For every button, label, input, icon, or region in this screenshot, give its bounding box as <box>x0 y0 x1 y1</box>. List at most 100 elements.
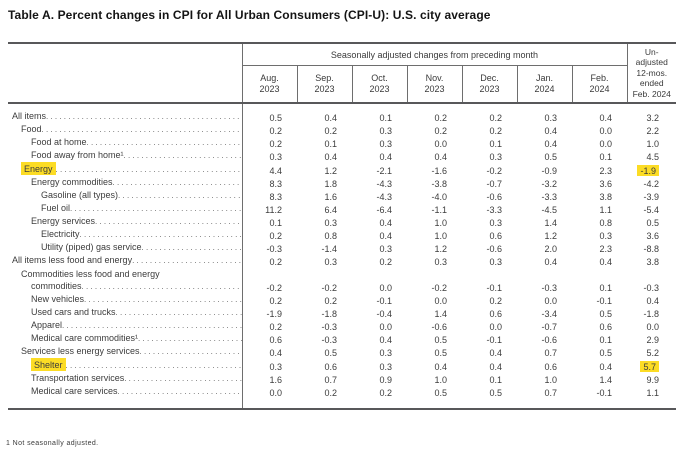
value: 0.0 <box>599 126 612 136</box>
value-highlighted: -1.9 <box>637 165 659 176</box>
value-cell: -0.6 <box>517 332 572 345</box>
value: -1.4 <box>321 244 337 254</box>
value: 0.1 <box>489 139 502 149</box>
leader-dots <box>56 164 241 176</box>
value-cell: 0.4 <box>462 345 517 358</box>
value-cell: 0.5 <box>407 345 462 358</box>
value: -0.3 <box>643 283 659 293</box>
value: 0.0 <box>489 322 502 332</box>
value: 1.2 <box>324 166 337 176</box>
value-cell: 3.2 <box>627 103 676 123</box>
value-cell: 1.4 <box>407 306 462 319</box>
value: 1.1 <box>599 205 612 215</box>
value-cell: 0.9 <box>352 372 407 385</box>
value: -0.1 <box>376 296 392 306</box>
value: 0.3 <box>324 218 337 228</box>
row-label-highlighted: Energy <box>21 162 56 175</box>
value: 0.5 <box>269 113 282 123</box>
value: 0.5 <box>646 218 659 228</box>
value-cell: 5.7 <box>627 358 676 372</box>
value-cell: 1.6 <box>242 372 297 385</box>
value-cell: 4.5 <box>627 149 676 162</box>
value-cell: 11.2 <box>242 202 297 215</box>
value-cell: 0.3 <box>407 254 462 267</box>
value-cell: 1.1 <box>572 202 627 215</box>
row-label-cell: Transportation services <box>8 372 243 385</box>
value: 2.0 <box>544 244 557 254</box>
value-cell: -0.7 <box>462 176 517 189</box>
value: 1.6 <box>324 192 337 202</box>
value: 1.0 <box>434 231 447 241</box>
value-cell: 5.2 <box>627 345 676 358</box>
value: 0.4 <box>544 139 557 149</box>
value: -0.2 <box>431 283 447 293</box>
value: 0.4 <box>324 152 337 162</box>
value: -0.1 <box>486 283 502 293</box>
value: 0.2 <box>324 126 337 136</box>
value: 0.2 <box>379 257 392 267</box>
value-cell: 0.5 <box>407 385 462 409</box>
column-header-unadjusted-12mos: Un- adjusted 12-mos. ended Feb. 2024 <box>626 43 676 103</box>
value: 0.4 <box>599 362 612 372</box>
value-cell: -3.3 <box>517 189 572 202</box>
value-cell: -3.2 <box>517 176 572 189</box>
value-cell: -0.6 <box>462 241 517 254</box>
table-row: Medical care services 0.0 0.2 0.2 0.5 0.5 0.7 -… <box>8 385 676 409</box>
value-cell: -0.3 <box>627 267 676 293</box>
value: 0.2 <box>434 113 447 123</box>
leader-dots <box>113 177 241 189</box>
value: 0.2 <box>489 113 502 123</box>
value-cell: 0.0 <box>352 319 407 332</box>
row-label-cell: All items <box>8 103 243 123</box>
value-highlighted: 5.7 <box>640 361 659 372</box>
value-cell: 0.8 <box>572 215 627 228</box>
value-cell: 0.5 <box>627 215 676 228</box>
value: 0.4 <box>379 152 392 162</box>
value-cell: 0.4 <box>462 358 517 372</box>
value-cell: 0.2 <box>297 385 352 409</box>
value: 0.7 <box>544 348 557 358</box>
value: 3.8 <box>646 257 659 267</box>
value-cell: 0.7 <box>517 385 572 409</box>
value: 0.4 <box>434 152 447 162</box>
table-row: Food 0.2 0.2 0.3 0.2 0.2 0.4 0.0 2.2 <box>8 123 676 136</box>
leader-dots <box>46 111 241 123</box>
row-label: New vehicles <box>31 294 85 304</box>
value: 1.4 <box>599 375 612 385</box>
value-cell: 0.1 <box>462 372 517 385</box>
value-cell: 0.3 <box>572 228 627 241</box>
leader-dots <box>124 373 241 385</box>
value-cell: 0.2 <box>242 319 297 332</box>
column-header-month: Feb. 2024 <box>571 65 627 103</box>
value-cell: 0.4 <box>407 149 462 162</box>
value: 0.3 <box>269 362 282 372</box>
value-cell: -3.9 <box>627 189 676 202</box>
row-label-cell: Energy <box>8 162 243 176</box>
value-cell: 0.4 <box>242 345 297 358</box>
value-cell: 0.3 <box>352 241 407 254</box>
value-cell: -4.3 <box>352 176 407 189</box>
value: -0.6 <box>541 335 557 345</box>
value-cell: -0.9 <box>517 162 572 176</box>
value: -3.4 <box>541 309 557 319</box>
table-row: Food away from home¹ 0.3 0.4 0.4 0.4 0.3 0.5 0.… <box>8 149 676 162</box>
value: 0.3 <box>379 244 392 254</box>
value: 0.5 <box>599 348 612 358</box>
table-row: Fuel oil 11.2 6.4 -6.4 -1.1 -3.3 -4.5 1.1 -5.4 <box>8 202 676 215</box>
value: -3.9 <box>643 192 659 202</box>
value-cell: 0.2 <box>462 293 517 306</box>
value: -3.2 <box>541 179 557 189</box>
value: -0.2 <box>266 283 282 293</box>
value-cell: 0.7 <box>297 372 352 385</box>
row-label-cell: Services less energy services <box>8 345 243 358</box>
value-cell: -3.3 <box>462 202 517 215</box>
value: 0.2 <box>269 126 282 136</box>
value-cell: 0.3 <box>242 149 297 162</box>
value-cell: 0.3 <box>297 215 352 228</box>
value: 2.3 <box>599 244 612 254</box>
value: 5.2 <box>646 348 659 358</box>
value: 0.9 <box>379 375 392 385</box>
value: 0.5 <box>489 388 502 398</box>
table-row: Transportation services 1.6 0.7 0.9 1.0 0.1 1.… <box>8 372 676 385</box>
column-header-month: Sep. 2023 <box>296 65 352 103</box>
